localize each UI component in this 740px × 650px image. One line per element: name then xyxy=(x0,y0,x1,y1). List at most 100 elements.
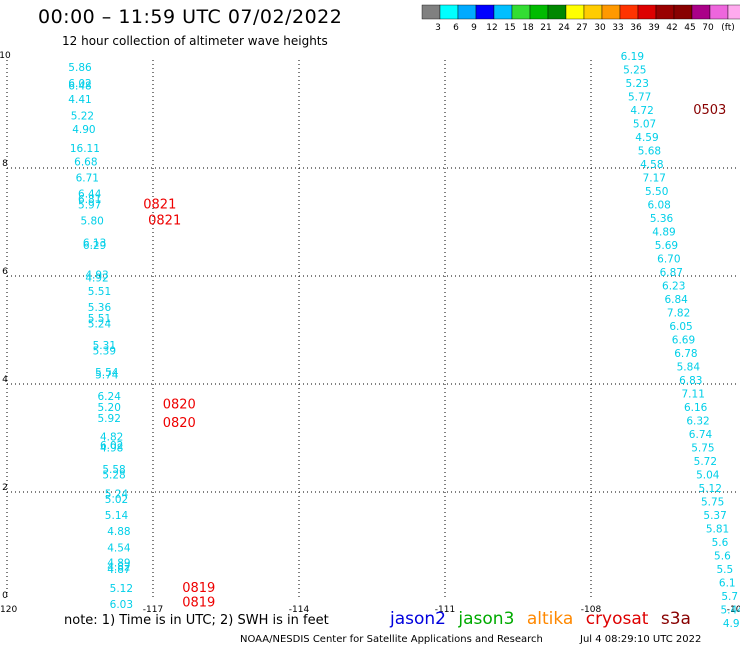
wave-height-label: 5.86 xyxy=(68,62,92,74)
wave-height-label: 4.87 xyxy=(107,564,130,576)
mission-altika: altika xyxy=(526,609,574,629)
wave-height-label: 4.59 xyxy=(635,132,658,144)
y-tick-label: 6 xyxy=(2,267,8,277)
pass-time-label: 0821 xyxy=(148,214,181,229)
color-scale-label: 33 xyxy=(612,23,623,33)
wave-height-label: 4.82 xyxy=(100,432,123,444)
pass-time-label: 0820 xyxy=(163,416,196,431)
color-scale-label: 24 xyxy=(558,23,570,33)
credit-line: NOAA/NESDIS Center for Satellite Applica… xyxy=(240,634,543,645)
wave-height-label: 5.51 xyxy=(88,286,111,298)
wave-height-label: 5.36 xyxy=(88,302,112,314)
color-scale-label: 45 xyxy=(684,23,695,33)
wave-height-label: 5.80 xyxy=(80,216,103,228)
wave-height-label: 4.88 xyxy=(107,526,130,538)
y-tick-label: 0 xyxy=(2,591,8,601)
wave-height-label: 7.82 xyxy=(667,308,690,320)
wave-height-label: 5.25 xyxy=(623,65,646,77)
wave-height-label: 6.02 xyxy=(68,78,91,90)
wave-height-label: 4.89 xyxy=(107,558,130,570)
mission-jason2: jason2 xyxy=(390,609,446,629)
color-scale-label: 21 xyxy=(540,23,551,33)
color-scale-label: 42 xyxy=(666,23,677,33)
wave-height-label: 4.41 xyxy=(68,94,91,106)
color-scale-label: 15 xyxy=(504,23,515,33)
wave-height-label: 6.13 xyxy=(83,237,106,249)
wave-height-label: 6.08 xyxy=(647,200,670,212)
wave-height-label: 6.03 xyxy=(110,599,133,611)
pass-time-label: 0820 xyxy=(163,397,196,412)
color-scale-label: 39 xyxy=(648,23,660,33)
wave-height-label: 5.12 xyxy=(110,583,133,595)
footnote: note: 1) Time is in UTC; 2) SWH is in fe… xyxy=(64,613,329,628)
color-scale-label: 30 xyxy=(594,23,606,33)
wave-height-label: 5.20 xyxy=(98,402,121,414)
wave-height-label: 5.44 xyxy=(720,605,740,617)
generation-timestamp: Jul 4 08:29:10 UTC 2022 xyxy=(580,634,702,645)
mission-jason3: jason3 xyxy=(458,609,515,629)
wave-height-label: 6.71 xyxy=(76,173,99,185)
wave-height-label: 4.58 xyxy=(640,159,663,171)
wave-height-label: 4.97 xyxy=(723,618,740,630)
color-scale-label: 70 xyxy=(702,23,714,33)
color-scale-label: 18 xyxy=(522,23,534,33)
wave-height-label: 6.78 xyxy=(674,348,697,360)
y-tick-label: 4 xyxy=(2,375,8,385)
wave-height-label: 5.51 xyxy=(88,313,111,325)
wave-height-label: 5.07 xyxy=(633,119,656,131)
y-tick-label: 8 xyxy=(2,159,8,169)
color-swatch xyxy=(727,4,740,20)
wave-height-label: 5.36 xyxy=(650,213,674,225)
wave-height-label: 5.97 xyxy=(78,200,101,212)
wave-height-label: 5.74 xyxy=(95,370,119,382)
pass-time-label: 0821 xyxy=(143,198,176,213)
pass-time-label: 0503 xyxy=(693,103,726,118)
mission-legend: jason2 jason3 altika cryosat s3a xyxy=(390,609,698,629)
wave-height-label: 6.83 xyxy=(679,375,702,387)
page-subtitle: 12 hour collection of altimeter wave hei… xyxy=(62,34,328,48)
wave-height-label: 6.87 xyxy=(660,267,683,279)
wave-height-label: 5.81 xyxy=(706,524,729,536)
wave-height-label: 4.89 xyxy=(652,227,675,239)
wave-height-label: 6.44 xyxy=(78,189,102,201)
wave-height-label: 5.23 xyxy=(626,78,649,90)
color-scale-legend: 3 6 9 12 15 18 21 24 27 30 33 36 39 42 45 70 (ft) xyxy=(421,4,740,33)
wave-height-label: 5.24 xyxy=(105,488,129,500)
wave-height-label: 6.19 xyxy=(621,51,644,63)
mission-cryosat: cryosat xyxy=(585,609,649,629)
wave-height-label: 4.93 xyxy=(85,270,108,282)
x-tick-label: -114 xyxy=(289,605,310,615)
wave-height-label: 5.72 xyxy=(694,456,717,468)
wave-height-label: 4.92 xyxy=(85,272,108,284)
wave-height-label: 6.16 xyxy=(684,402,708,414)
wave-height-label: 6.1 xyxy=(719,578,736,590)
x-tick-label: -111 xyxy=(435,605,455,615)
wave-height-label: 5.54 xyxy=(95,367,119,379)
wave-height-label: 6.48 xyxy=(68,81,91,93)
page-title: 00:00 – 11:59 UTC 07/02/2022 xyxy=(38,6,343,28)
wave-height-label: 6.23 xyxy=(662,281,685,293)
pass-time-label: 0819 xyxy=(182,595,215,610)
wave-height-label: 5.50 xyxy=(645,186,668,198)
y-tick-label: 10 xyxy=(0,51,11,61)
color-scale-label: 12 xyxy=(486,23,497,33)
color-scale-label: (ft) xyxy=(721,23,735,33)
wave-height-label: 5.69 xyxy=(655,240,678,252)
wave-height-label: 5.6 xyxy=(714,551,731,563)
y-tick-label: 2 xyxy=(2,483,8,493)
wave-height-label: 5.02 xyxy=(105,494,128,506)
wave-height-label: 4.54 xyxy=(107,542,131,554)
wave-height-label: 6.02 xyxy=(100,440,123,452)
wave-height-label: 5.75 xyxy=(691,443,714,455)
wave-height-label: 6.68 xyxy=(74,156,97,168)
wave-height-label: 4.90 xyxy=(72,124,95,136)
x-tick-label: -108 xyxy=(581,605,602,615)
wave-height-label: 6.70 xyxy=(657,254,680,266)
wave-height-label: 6.32 xyxy=(686,416,709,428)
wave-height-label: 5.7 xyxy=(721,591,738,603)
wave-height-label: 5.77 xyxy=(628,92,651,104)
wave-height-label: 5.5 xyxy=(716,564,733,576)
wave-height-label: 5.75 xyxy=(701,497,724,509)
wave-height-label: 6.29 xyxy=(83,240,106,252)
